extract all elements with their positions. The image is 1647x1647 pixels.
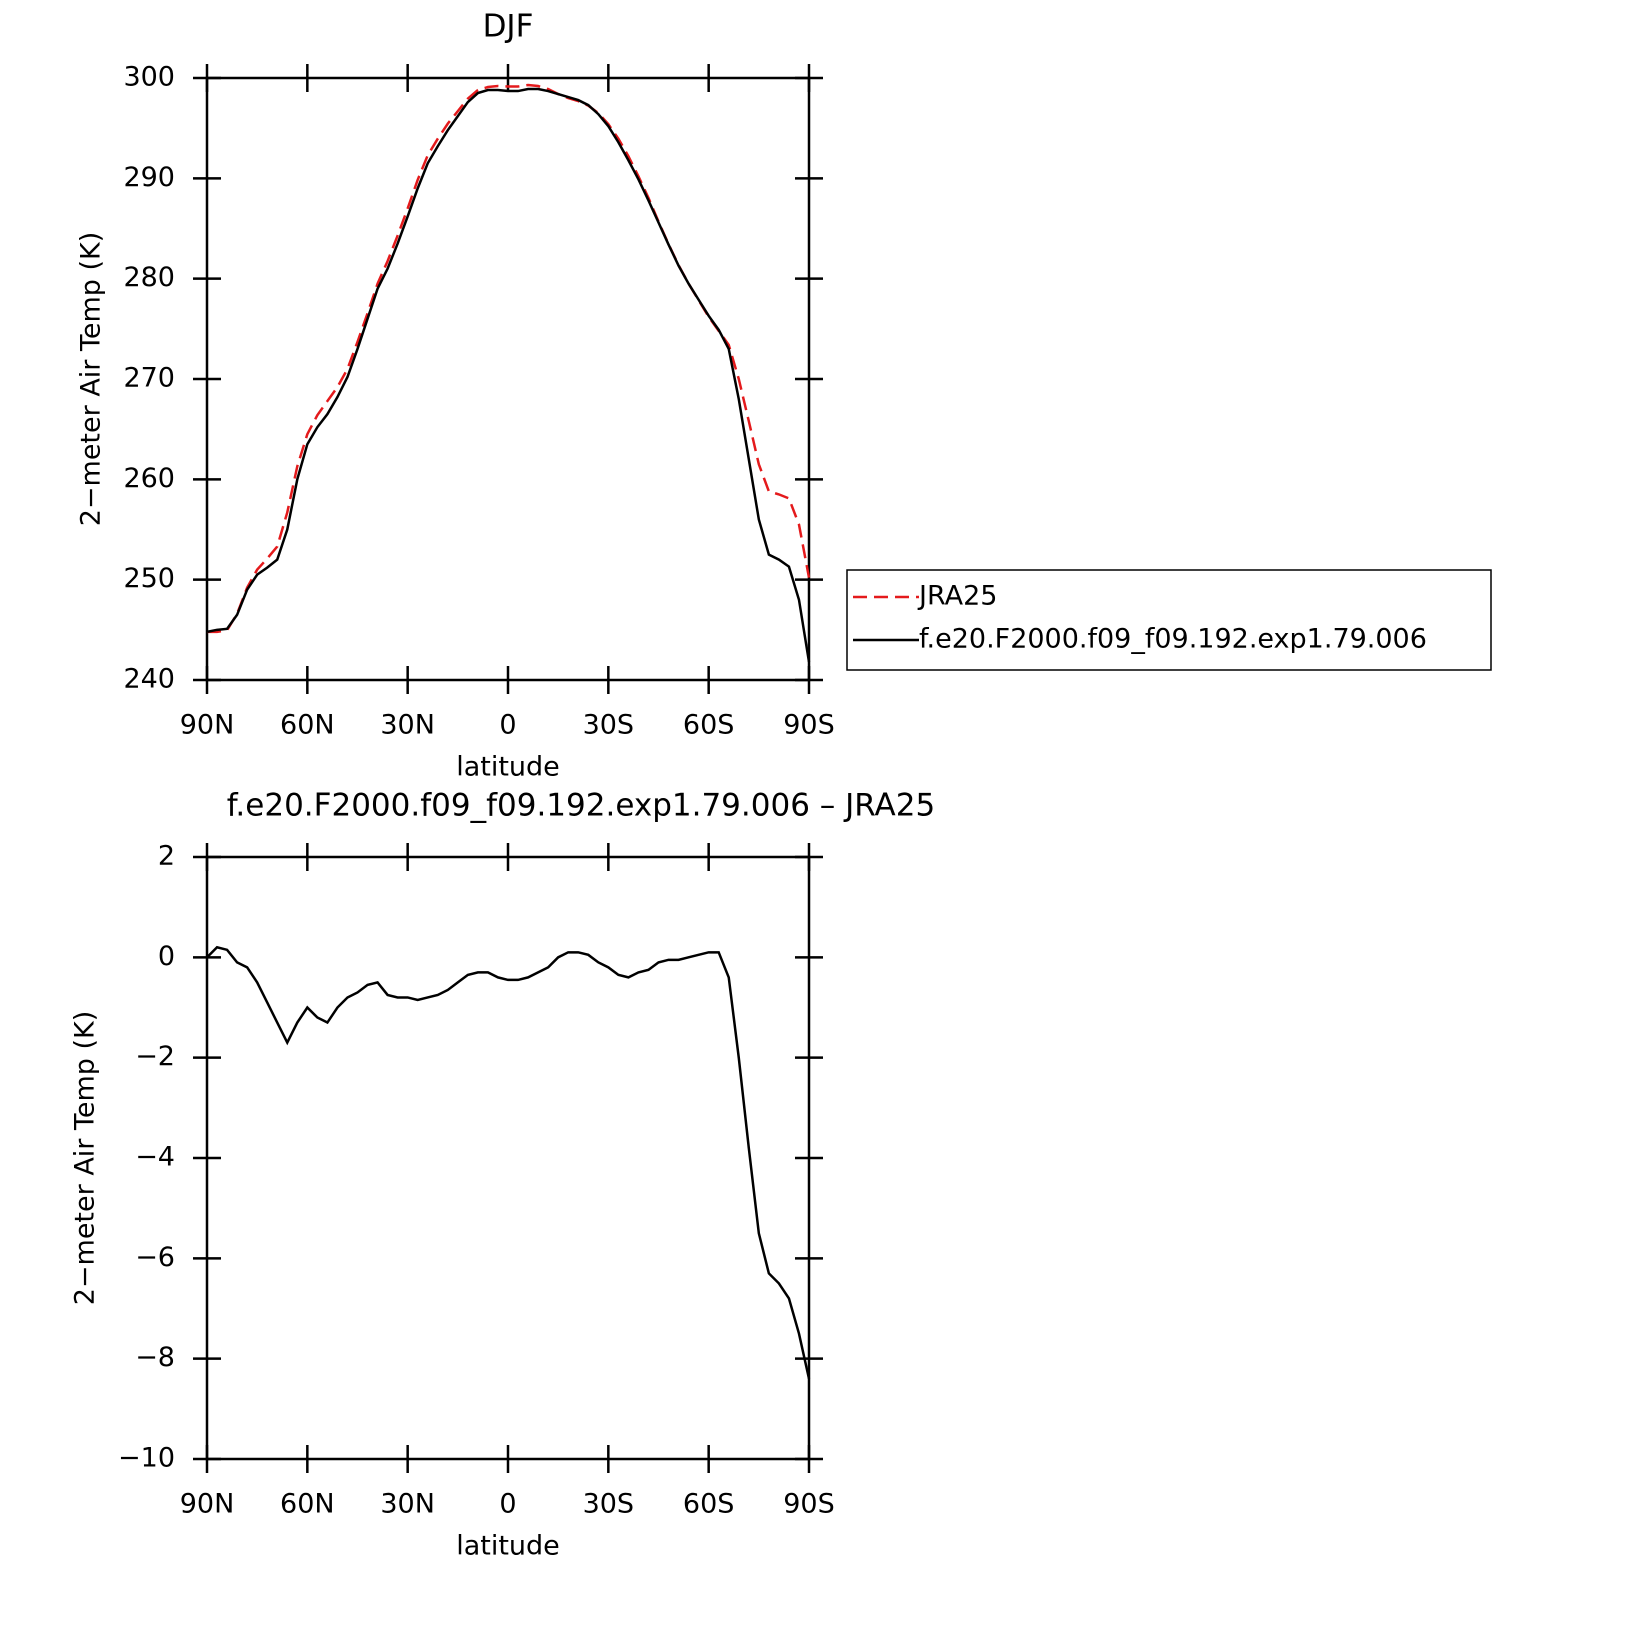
y-tick-label: 300 bbox=[123, 62, 175, 93]
y-tick-label: −8 bbox=[135, 1342, 175, 1373]
x-tick-label: 60N bbox=[280, 1489, 335, 1520]
x-tick-label: 90S bbox=[783, 1489, 835, 1520]
x-tick-label: 60N bbox=[280, 710, 335, 741]
y-tick-label: 290 bbox=[123, 162, 175, 193]
chart-title: f.e20.F2000.f09_f09.192.exp1.79.006 – JR… bbox=[227, 788, 935, 824]
chart-title: DJF bbox=[483, 9, 534, 45]
x-axis-label: latitude bbox=[456, 1531, 560, 1562]
y-tick-label: −2 bbox=[135, 1041, 175, 1072]
y-tick-label: 240 bbox=[123, 664, 175, 695]
x-tick-label: 30S bbox=[583, 1489, 635, 1520]
y-tick-label: 260 bbox=[123, 463, 175, 494]
y-tick-label: −10 bbox=[118, 1443, 175, 1474]
y-tick-label: 2 bbox=[158, 841, 175, 872]
legend-label: f.e20.F2000.f09_f09.192.exp1.79.006 bbox=[919, 624, 1427, 655]
legend-label: JRA25 bbox=[917, 581, 997, 612]
x-tick-label: 0 bbox=[499, 1489, 516, 1520]
x-tick-label: 90N bbox=[180, 1489, 235, 1520]
y-tick-label: −6 bbox=[135, 1242, 175, 1273]
x-tick-label: 60S bbox=[683, 1489, 735, 1520]
y-tick-label: 280 bbox=[123, 262, 175, 293]
line bbox=[207, 83, 811, 634]
y-tick-label: −4 bbox=[135, 1142, 175, 1173]
x-tick-label: 90S bbox=[783, 710, 835, 741]
line bbox=[206, 87, 811, 663]
y-axis-label: 2−meter Air Temp (K) bbox=[70, 1011, 101, 1306]
x-tick-label: 30S bbox=[583, 710, 635, 741]
y-tick-label: 0 bbox=[158, 941, 175, 972]
y-tick-label: 270 bbox=[123, 363, 175, 394]
legend-box bbox=[846, 569, 1492, 671]
x-axis-label: latitude bbox=[456, 752, 560, 783]
x-tick-label: 90N bbox=[180, 710, 235, 741]
x-tick-label: 30N bbox=[380, 710, 435, 741]
y-axis-label: 2−meter Air Temp (K) bbox=[76, 232, 107, 527]
x-tick-label: 0 bbox=[499, 710, 516, 741]
line bbox=[206, 945, 811, 1380]
y-tick-label: 250 bbox=[123, 563, 175, 594]
plot-frame bbox=[205, 76, 811, 682]
x-tick-label: 60S bbox=[683, 710, 735, 741]
plot-frame bbox=[205, 855, 811, 1461]
x-tick-label: 30N bbox=[380, 1489, 435, 1520]
